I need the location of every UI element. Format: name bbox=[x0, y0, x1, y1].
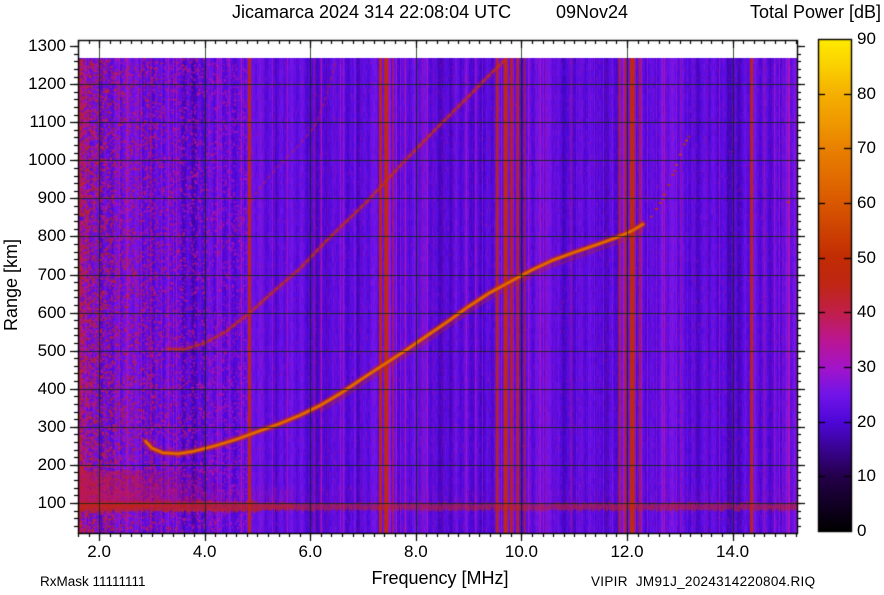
colorbar-tick-label: 10 bbox=[857, 466, 876, 486]
colorbar-tick-label: 80 bbox=[857, 83, 876, 103]
colorbar-tick-label: 50 bbox=[857, 247, 876, 267]
rx-mask-label: RxMask 11111111 bbox=[40, 574, 146, 589]
colorbar-tick-label: 20 bbox=[857, 411, 876, 431]
y-tick-label: 500 bbox=[37, 340, 66, 360]
y-tick-label: 1000 bbox=[28, 150, 66, 170]
colorbar-tick-label: 0 bbox=[857, 521, 867, 540]
y-tick-label: 200 bbox=[37, 454, 66, 474]
y-tick-label: 300 bbox=[37, 416, 66, 436]
y-tick-label: 1300 bbox=[28, 36, 66, 56]
y-tick-label: 900 bbox=[37, 188, 66, 208]
x-tick-label: 12.0 bbox=[610, 542, 644, 561]
colorbar-title: Total Power [dB] bbox=[749, 2, 881, 22]
x-tick-label: 6.0 bbox=[298, 542, 323, 561]
y-tick-label: 700 bbox=[37, 264, 66, 284]
page-title: Jicamarca 2024 314 22:08:04 UTC bbox=[232, 2, 512, 22]
colorbar-tick-label: 30 bbox=[857, 357, 876, 376]
y-tick-label: 800 bbox=[37, 226, 66, 246]
x-tick-label: 2.0 bbox=[87, 542, 111, 561]
colorbar-tick-label: 90 bbox=[857, 29, 876, 48]
y-tick-label: 400 bbox=[37, 378, 66, 398]
y-tick-label: 600 bbox=[37, 302, 66, 322]
file-label: VIPIR JM91J_2024314220804.RIQ bbox=[591, 574, 816, 589]
y-tick-label: 1200 bbox=[28, 74, 66, 94]
y-tick-label: 1100 bbox=[29, 112, 66, 132]
x-tick-label: 10.0 bbox=[504, 542, 538, 561]
x-tick-label: 4.0 bbox=[192, 542, 217, 561]
colorbar-tick-label: 70 bbox=[857, 138, 876, 158]
page-title-date: 09Nov24 bbox=[556, 2, 629, 22]
x-axis-title: Frequency [MHz] bbox=[371, 568, 509, 588]
x-tick-label: 8.0 bbox=[404, 542, 428, 561]
y-tick-label: 100 bbox=[37, 492, 66, 512]
colorbar-tick-label: 40 bbox=[857, 302, 876, 322]
x-tick-label: 14.0 bbox=[716, 542, 750, 561]
colorbar-tick-label: 60 bbox=[857, 193, 876, 212]
